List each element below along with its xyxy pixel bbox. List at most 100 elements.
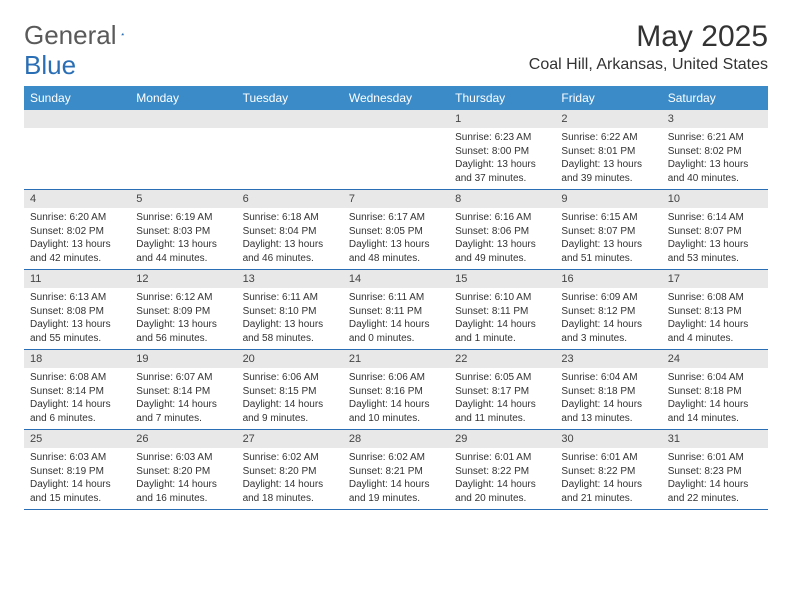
day-cell: 18Sunrise: 6:08 AMSunset: 8:14 PMDayligh… <box>24 350 130 429</box>
day-number: 6 <box>237 190 343 208</box>
day-cell: 16Sunrise: 6:09 AMSunset: 8:12 PMDayligh… <box>555 270 661 349</box>
daylight-line: Daylight: 14 hours <box>243 478 337 492</box>
sunset-line: Sunset: 8:22 PM <box>455 465 549 479</box>
sunrise-line: Sunrise: 6:07 AM <box>136 371 230 385</box>
daylight-line: Daylight: 14 hours <box>455 398 549 412</box>
day-number: 20 <box>237 350 343 368</box>
sunset-line: Sunset: 8:00 PM <box>455 145 549 159</box>
day-body: Sunrise: 6:07 AMSunset: 8:14 PMDaylight:… <box>130 368 236 425</box>
daylight-line: Daylight: 14 hours <box>561 398 655 412</box>
sunrise-line: Sunrise: 6:20 AM <box>30 211 124 225</box>
week-row: 1Sunrise: 6:23 AMSunset: 8:00 PMDaylight… <box>24 110 768 190</box>
sunrise-line: Sunrise: 6:15 AM <box>561 211 655 225</box>
sunrise-line: Sunrise: 6:01 AM <box>561 451 655 465</box>
day-body: Sunrise: 6:21 AMSunset: 8:02 PMDaylight:… <box>662 128 768 185</box>
day-cell: 17Sunrise: 6:08 AMSunset: 8:13 PMDayligh… <box>662 270 768 349</box>
day-body: Sunrise: 6:06 AMSunset: 8:16 PMDaylight:… <box>343 368 449 425</box>
day-number: 28 <box>343 430 449 448</box>
sunset-line: Sunset: 8:04 PM <box>243 225 337 239</box>
sunset-line: Sunset: 8:02 PM <box>668 145 762 159</box>
daylight-line: and 21 minutes. <box>561 492 655 506</box>
day-cell: 9Sunrise: 6:15 AMSunset: 8:07 PMDaylight… <box>555 190 661 269</box>
week-row: 4Sunrise: 6:20 AMSunset: 8:02 PMDaylight… <box>24 190 768 270</box>
day-cell: 26Sunrise: 6:03 AMSunset: 8:20 PMDayligh… <box>130 430 236 509</box>
day-of-week-cell: Monday <box>130 86 236 110</box>
daylight-line: Daylight: 13 hours <box>136 238 230 252</box>
sunrise-line: Sunrise: 6:21 AM <box>668 131 762 145</box>
daylight-line: Daylight: 13 hours <box>455 238 549 252</box>
sunset-line: Sunset: 8:20 PM <box>136 465 230 479</box>
day-cell: 12Sunrise: 6:12 AMSunset: 8:09 PMDayligh… <box>130 270 236 349</box>
daylight-line: and 46 minutes. <box>243 252 337 266</box>
day-number: 22 <box>449 350 555 368</box>
sunrise-line: Sunrise: 6:04 AM <box>668 371 762 385</box>
day-number: 30 <box>555 430 661 448</box>
day-number: 21 <box>343 350 449 368</box>
daylight-line: Daylight: 14 hours <box>349 318 443 332</box>
daylight-line: and 0 minutes. <box>349 332 443 346</box>
sunrise-line: Sunrise: 6:01 AM <box>668 451 762 465</box>
sunset-line: Sunset: 8:15 PM <box>243 385 337 399</box>
day-cell: 7Sunrise: 6:17 AMSunset: 8:05 PMDaylight… <box>343 190 449 269</box>
location: Coal Hill, Arkansas, United States <box>529 56 768 74</box>
day-cell: 19Sunrise: 6:07 AMSunset: 8:14 PMDayligh… <box>130 350 236 429</box>
sunset-line: Sunset: 8:07 PM <box>668 225 762 239</box>
day-number: 31 <box>662 430 768 448</box>
day-number: 8 <box>449 190 555 208</box>
daylight-line: and 4 minutes. <box>668 332 762 346</box>
sunrise-line: Sunrise: 6:22 AM <box>561 131 655 145</box>
daylight-line: Daylight: 14 hours <box>455 318 549 332</box>
sunrise-line: Sunrise: 6:06 AM <box>349 371 443 385</box>
day-body: Sunrise: 6:11 AMSunset: 8:11 PMDaylight:… <box>343 288 449 345</box>
sunset-line: Sunset: 8:20 PM <box>243 465 337 479</box>
day-cell: 3Sunrise: 6:21 AMSunset: 8:02 PMDaylight… <box>662 110 768 189</box>
daylight-line: Daylight: 13 hours <box>136 318 230 332</box>
daylight-line: Daylight: 13 hours <box>30 238 124 252</box>
daylight-line: Daylight: 14 hours <box>349 398 443 412</box>
daylight-line: and 58 minutes. <box>243 332 337 346</box>
daylight-line: Daylight: 14 hours <box>349 478 443 492</box>
daylight-line: Daylight: 14 hours <box>30 398 124 412</box>
day-number: 17 <box>662 270 768 288</box>
daylight-line: and 7 minutes. <box>136 412 230 426</box>
sunrise-line: Sunrise: 6:09 AM <box>561 291 655 305</box>
daylight-line: and 53 minutes. <box>668 252 762 266</box>
day-number: 23 <box>555 350 661 368</box>
day-body: Sunrise: 6:23 AMSunset: 8:00 PMDaylight:… <box>449 128 555 185</box>
day-cell: 23Sunrise: 6:04 AMSunset: 8:18 PMDayligh… <box>555 350 661 429</box>
daylight-line: Daylight: 13 hours <box>668 238 762 252</box>
daylight-line: and 3 minutes. <box>561 332 655 346</box>
sunset-line: Sunset: 8:18 PM <box>668 385 762 399</box>
daylight-line: and 44 minutes. <box>136 252 230 266</box>
day-number: 3 <box>662 110 768 128</box>
day-number: 10 <box>662 190 768 208</box>
daylight-line: Daylight: 13 hours <box>243 238 337 252</box>
day-body: Sunrise: 6:04 AMSunset: 8:18 PMDaylight:… <box>555 368 661 425</box>
daylight-line: and 42 minutes. <box>30 252 124 266</box>
day-of-week-cell: Thursday <box>449 86 555 110</box>
daylight-line: and 14 minutes. <box>668 412 762 426</box>
day-number <box>343 110 449 128</box>
day-cell: 31Sunrise: 6:01 AMSunset: 8:23 PMDayligh… <box>662 430 768 509</box>
sunrise-line: Sunrise: 6:10 AM <box>455 291 549 305</box>
day-cell: 10Sunrise: 6:14 AMSunset: 8:07 PMDayligh… <box>662 190 768 269</box>
day-body <box>24 128 130 131</box>
day-number: 19 <box>130 350 236 368</box>
daylight-line: Daylight: 14 hours <box>455 478 549 492</box>
day-body: Sunrise: 6:03 AMSunset: 8:20 PMDaylight:… <box>130 448 236 505</box>
sunset-line: Sunset: 8:14 PM <box>136 385 230 399</box>
daylight-line: Daylight: 14 hours <box>561 318 655 332</box>
day-body: Sunrise: 6:18 AMSunset: 8:04 PMDaylight:… <box>237 208 343 265</box>
day-number: 4 <box>24 190 130 208</box>
day-number: 13 <box>237 270 343 288</box>
day-body: Sunrise: 6:15 AMSunset: 8:07 PMDaylight:… <box>555 208 661 265</box>
sunrise-line: Sunrise: 6:06 AM <box>243 371 337 385</box>
day-cell: 20Sunrise: 6:06 AMSunset: 8:15 PMDayligh… <box>237 350 343 429</box>
calendar: SundayMondayTuesdayWednesdayThursdayFrid… <box>24 86 768 510</box>
day-body: Sunrise: 6:09 AMSunset: 8:12 PMDaylight:… <box>555 288 661 345</box>
day-cell: 8Sunrise: 6:16 AMSunset: 8:06 PMDaylight… <box>449 190 555 269</box>
daylight-line: Daylight: 13 hours <box>668 158 762 172</box>
daylight-line: Daylight: 14 hours <box>561 478 655 492</box>
header: General May 2025 Coal Hill, Arkansas, Un… <box>0 0 792 80</box>
day-body: Sunrise: 6:01 AMSunset: 8:22 PMDaylight:… <box>449 448 555 505</box>
